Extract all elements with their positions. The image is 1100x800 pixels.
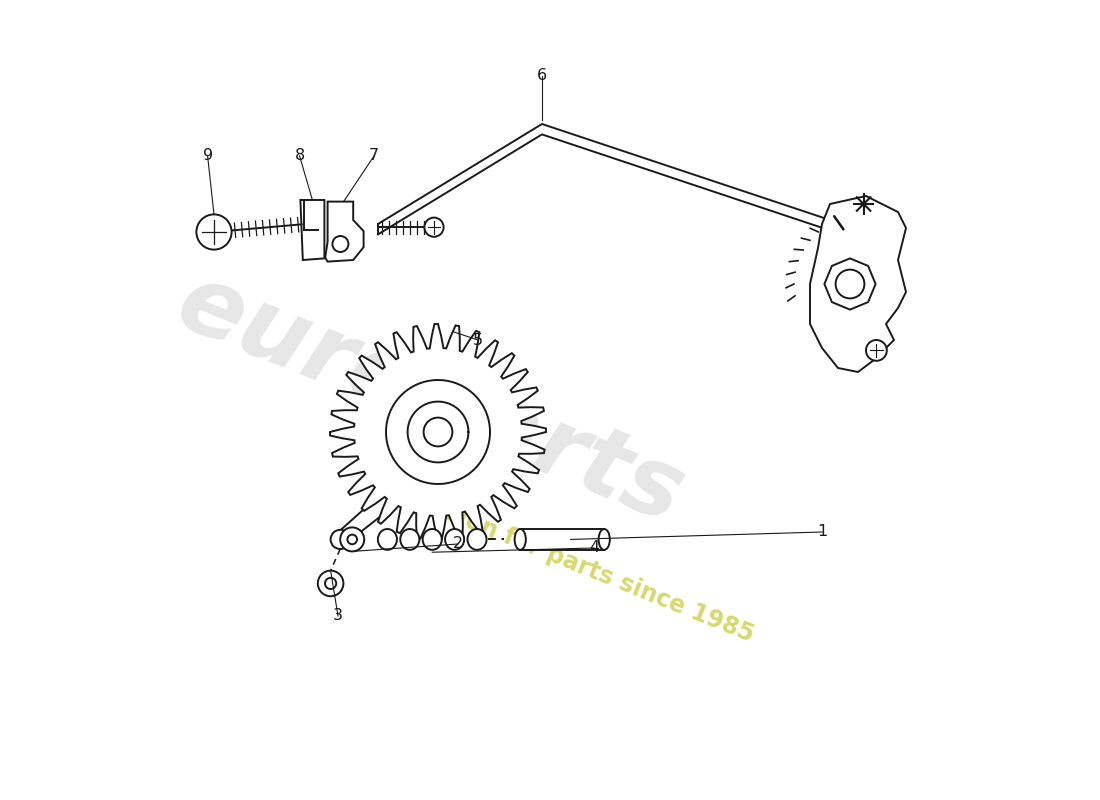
Text: 5: 5 [473,333,483,347]
Circle shape [866,340,887,361]
Circle shape [197,214,232,250]
Circle shape [332,236,349,252]
Circle shape [324,578,337,589]
Text: 1: 1 [817,525,827,539]
Text: 2: 2 [453,537,463,551]
Text: europarts: europarts [163,256,696,544]
Text: 4: 4 [588,541,600,555]
Text: 8: 8 [295,149,305,163]
Text: 6: 6 [537,69,547,83]
Polygon shape [300,200,324,260]
Ellipse shape [838,222,840,224]
Ellipse shape [378,529,397,550]
Ellipse shape [843,228,844,230]
Ellipse shape [836,218,837,220]
Ellipse shape [842,226,843,228]
Ellipse shape [446,529,464,550]
Ellipse shape [837,220,838,222]
Polygon shape [330,324,546,540]
Ellipse shape [468,529,486,550]
Bar [520,529,604,550]
Polygon shape [336,443,452,545]
Ellipse shape [838,222,839,223]
Text: a passion for parts since 1985: a passion for parts since 1985 [375,474,757,646]
Circle shape [425,218,443,237]
Text: 3: 3 [333,609,343,623]
Circle shape [836,270,865,298]
Ellipse shape [400,529,419,550]
Ellipse shape [840,226,842,227]
Ellipse shape [835,218,836,219]
Text: 9: 9 [202,149,212,163]
Ellipse shape [598,529,609,550]
Ellipse shape [839,224,840,226]
Circle shape [424,418,452,446]
Polygon shape [824,258,876,310]
Circle shape [331,530,350,549]
Ellipse shape [515,529,526,550]
Polygon shape [810,196,906,372]
Text: 7: 7 [368,149,379,163]
Ellipse shape [422,529,442,550]
Circle shape [348,534,358,544]
Circle shape [340,527,364,551]
Ellipse shape [834,216,835,218]
Circle shape [318,570,343,596]
Polygon shape [326,202,364,262]
